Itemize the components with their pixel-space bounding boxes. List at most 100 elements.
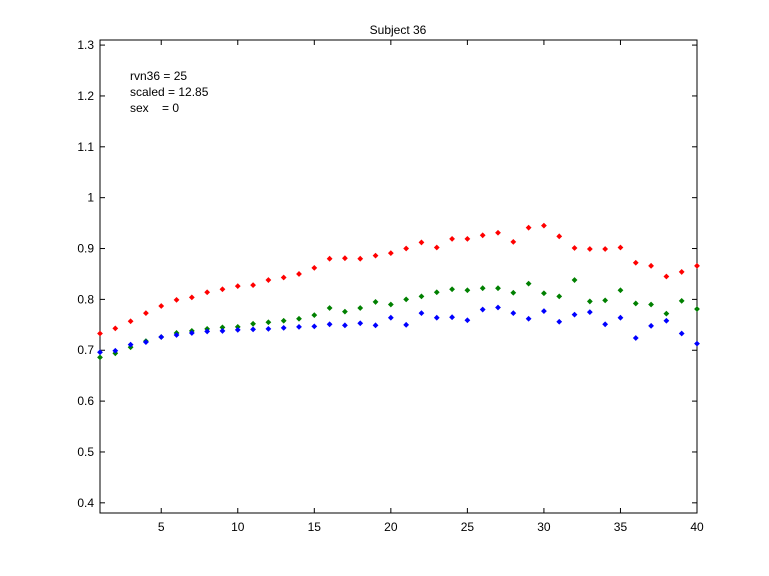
scatter-point-series-1 — [648, 262, 654, 269]
scatter-point-series-1 — [433, 244, 440, 251]
scatter-point-series-2 — [372, 299, 379, 305]
scatter-point-series-1 — [556, 233, 563, 240]
scatter-point-series-2 — [586, 298, 593, 305]
scatter-point-series-1 — [112, 325, 119, 332]
scatter-point-series-2 — [250, 320, 256, 327]
scatter-point-series-1 — [418, 239, 425, 246]
scatter-point-series-2 — [296, 315, 302, 322]
scatter-point-series-3 — [632, 335, 639, 341]
x-tick-label: 20 — [384, 520, 398, 534]
scatter-point-series-2 — [326, 305, 333, 311]
scatter-point-series-2 — [433, 289, 440, 296]
scatter-point-series-1 — [372, 252, 379, 259]
scatter-point-series-1 — [694, 262, 700, 269]
scatter-point-series-2 — [464, 287, 471, 294]
scatter-point-series-1 — [342, 255, 348, 262]
scatter-point-series-1 — [326, 255, 333, 262]
scatter-point-series-1 — [296, 271, 302, 277]
scatter-point-series-1 — [571, 245, 578, 251]
chart-title: Subject 36 — [370, 23, 427, 37]
scatter-point-series-1 — [617, 244, 624, 251]
scatter-point-series-3 — [97, 349, 103, 356]
scatter-point-series-1 — [311, 264, 318, 271]
scatter-point-series-2 — [541, 290, 547, 297]
scatter-point-series-3 — [143, 339, 149, 346]
scatter-point-series-3 — [234, 327, 241, 333]
x-tick-label: 40 — [690, 520, 704, 534]
y-tick-label: 0.7 — [77, 343, 94, 357]
scatter-point-series-2 — [556, 293, 563, 300]
scatter-point-series-3 — [525, 315, 532, 322]
scatter-point-series-2 — [678, 298, 685, 304]
scatter-point-series-2 — [387, 301, 394, 308]
scatter-point-series-1 — [495, 229, 501, 236]
scatter-point-series-3 — [387, 314, 394, 321]
scatter-point-series-3 — [296, 323, 302, 330]
scatter-point-series-1 — [663, 273, 670, 280]
scatter-point-series-3 — [127, 341, 134, 348]
scatter-point-series-3 — [678, 330, 685, 337]
scatter-point-series-3 — [648, 322, 654, 329]
scatter-point-series-3 — [602, 321, 609, 328]
scatter-point-series-3 — [342, 322, 348, 329]
scatter-point-series-2 — [571, 277, 578, 283]
scatter-point-series-2 — [342, 308, 348, 315]
scatter-point-series-3 — [112, 347, 119, 354]
scatter-point-series-2 — [617, 287, 624, 294]
scatter-point-series-2 — [632, 300, 639, 307]
scatter-point-series-1 — [234, 283, 241, 290]
scatter-point-series-1 — [387, 250, 394, 256]
scatter-point-series-1 — [602, 246, 609, 252]
scatter-point-series-2 — [265, 319, 272, 326]
scatter-point-series-3 — [372, 322, 379, 329]
scatter-point-series-2 — [403, 296, 410, 303]
scatter-point-series-1 — [250, 282, 256, 289]
scatter-point-series-1 — [479, 232, 486, 239]
scatter-point-series-3 — [173, 332, 180, 338]
scatter-point-series-2 — [479, 285, 486, 292]
scatter-point-series-2 — [495, 285, 501, 292]
scatter-point-series-2 — [648, 301, 654, 308]
scatter-point-series-3 — [219, 328, 226, 334]
scatter-point-series-3 — [433, 314, 440, 321]
scatter-point-series-1 — [204, 289, 211, 296]
scatter-point-series-3 — [188, 330, 195, 336]
annotation-line: scaled = 12.85 — [130, 85, 209, 99]
scatter-point-series-1 — [541, 222, 547, 229]
scatter-point-series-1 — [265, 277, 272, 283]
y-tick-label: 1.1 — [77, 140, 94, 154]
y-tick-label: 1 — [87, 191, 94, 205]
scatter-point-series-3 — [556, 318, 563, 325]
x-tick-label: 30 — [537, 520, 551, 534]
scatter-point-series-2 — [602, 297, 609, 304]
x-tick-label: 10 — [231, 520, 245, 534]
scatter-point-series-3 — [326, 321, 333, 328]
y-tick-label: 0.5 — [77, 445, 94, 459]
y-tick-label: 0.8 — [77, 292, 94, 306]
scatter-point-series-3 — [464, 317, 471, 324]
scatter-point-series-3 — [158, 334, 165, 340]
scatter-point-series-3 — [403, 321, 410, 328]
scatter-point-series-1 — [173, 297, 180, 303]
scatter-point-series-1 — [219, 286, 226, 293]
scatter-point-series-1 — [188, 294, 195, 301]
scatter-point-series-2 — [449, 286, 455, 293]
scatter-point-series-1 — [525, 224, 532, 231]
scatter-point-series-3 — [280, 324, 287, 331]
scatter-point-series-3 — [250, 326, 256, 333]
scatter-point-series-3 — [541, 308, 547, 314]
scatter-point-series-1 — [127, 318, 134, 325]
scatter-point-series-3 — [479, 306, 486, 313]
scatter-point-series-3 — [449, 314, 455, 321]
scatter-point-series-3 — [617, 314, 624, 321]
scatter-point-series-2 — [97, 354, 103, 361]
x-tick-label: 15 — [308, 520, 322, 534]
scatter-point-series-3 — [311, 323, 318, 330]
scatter-point-series-3 — [586, 309, 593, 315]
scatter-point-series-3 — [663, 317, 670, 324]
scatter-point-series-1 — [449, 235, 455, 242]
scatter-point-series-1 — [158, 303, 165, 309]
scatter-point-series-3 — [265, 325, 272, 332]
